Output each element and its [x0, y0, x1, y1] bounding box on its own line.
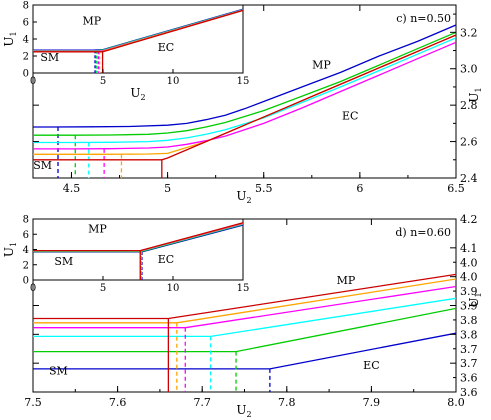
x-tick-label: 6.5	[447, 182, 465, 195]
inset-y-axis-label: U1	[2, 242, 18, 257]
y-tick-label: 3.0	[460, 63, 478, 76]
y-minor-tick-label: 3.6	[460, 372, 478, 385]
inset-x-axis-label: U2	[130, 86, 145, 102]
series-line	[33, 31, 456, 136]
inset-series-group	[33, 222, 243, 280]
plot-frame	[32, 4, 457, 179]
x-axis-label: U2	[236, 403, 251, 419]
inset-x-tick-label: 5	[100, 283, 106, 294]
inset-region-label: MP	[82, 15, 101, 28]
series-line	[33, 332, 456, 370]
inset-region-label: SM	[54, 255, 73, 268]
y-minor-tick-label: 3.9	[460, 285, 478, 298]
region-label: SM	[49, 365, 68, 378]
inset-series-group	[33, 8, 243, 73]
inset-region-label: SM	[40, 51, 59, 64]
inset-y-tick-label: 8	[23, 215, 29, 226]
inset-y-tick-label: 6	[23, 230, 29, 241]
panel-n050: 4.5 5 5.5 6 6.52.4 2.6 2.8 3.0 3.2 MP EC SM U2 U1 c) n…	[2, 1, 483, 206]
y-tick-label: 4.1	[460, 242, 478, 255]
inset-y-tick-label: 6	[23, 18, 29, 29]
x-tick-label: 4.5	[63, 182, 81, 195]
region-label: EC	[342, 110, 358, 123]
region-label: MP	[337, 274, 356, 287]
inset-x-tick-label: 15	[237, 76, 250, 87]
inset-y-axis-label: U1	[2, 31, 18, 46]
x-tick-label: 7.8	[278, 396, 296, 409]
region-label: MP	[312, 59, 331, 72]
y-tick-label: 4.2	[460, 213, 478, 226]
inset-y-tick-label: 4	[23, 245, 29, 256]
inset-x-tick-label: 5	[100, 76, 106, 87]
y-tick-label: 3.6	[460, 386, 478, 399]
y-tick-label: 4.0	[460, 271, 478, 284]
y-axis-label: U1	[467, 292, 483, 307]
series-line	[33, 307, 456, 353]
panel-label: c) n=0.50	[396, 12, 451, 25]
series-line	[33, 34, 456, 161]
series-line	[33, 37, 456, 144]
series-line	[33, 297, 456, 338]
series-line	[33, 41, 456, 150]
x-tick-label: 7.9	[363, 396, 381, 409]
x-tick-label: 5	[164, 182, 171, 195]
region-label: SM	[33, 159, 52, 172]
inset-frame	[32, 218, 244, 281]
y-tick-label: 2.6	[460, 136, 478, 149]
region-label: EC	[363, 359, 379, 372]
series-group	[33, 273, 456, 392]
y-minor-tick-label: 4.0	[460, 256, 478, 269]
y-tick-label: 2.4	[460, 172, 478, 185]
inset-series-line	[33, 222, 243, 252]
series-line	[33, 285, 456, 329]
y-tick-label: 3.8	[460, 328, 478, 341]
x-tick-label: 5.5	[255, 182, 273, 195]
panel-label: d) n=0.60	[395, 226, 451, 239]
x-tick-label: 7.6	[109, 396, 127, 409]
y-tick-label: 2.8	[460, 99, 478, 112]
inset-x-tick-label: 10	[167, 283, 180, 294]
inset-region-label: MP	[88, 223, 107, 236]
y-minor-tick-label: 3.8	[460, 314, 478, 327]
inset: 0 5 10 15 0 2 4 6 8 MP EC SM U2 U1	[2, 1, 249, 103]
inset-region-label: EC	[158, 253, 174, 266]
inset-y-tick-label: 0	[23, 69, 29, 80]
inset-y-tick-label: 0	[23, 276, 29, 287]
series-line	[33, 24, 456, 128]
x-tick-label: 7.5	[24, 396, 42, 409]
y-tick-label: 3.7	[460, 357, 478, 370]
inset-x-tick-label: 0	[30, 283, 36, 294]
inset-x-tick-label: 10	[167, 76, 180, 87]
inset-region-label: EC	[158, 41, 174, 54]
y-axis-label: U1	[467, 87, 483, 102]
series-group	[33, 24, 456, 178]
inset-y-tick-label: 8	[23, 1, 29, 12]
inset-y-tick-label: 4	[23, 35, 29, 46]
x-tick-label: 8.0	[447, 396, 465, 409]
y-tick-label: 3.9	[460, 300, 478, 313]
inset-y-tick-label: 2	[23, 52, 29, 63]
y-minor-tick-label: 3.7	[460, 343, 478, 356]
inset-x-tick-label: 15	[237, 283, 250, 294]
x-tick-label: 7.7	[193, 396, 211, 409]
x-tick-label: 6	[356, 182, 363, 195]
inset: 0 5 10 15 0 2 4 6 8 MP EC SM U1	[2, 215, 249, 295]
panel-n060: 7.5 7.6 7.7 7.8 7.9 8.03.63.73.83.94.04.14.23…	[2, 213, 483, 419]
inset-x-tick-label: 0	[30, 76, 36, 87]
y-tick-label: 3.2	[460, 26, 478, 39]
x-axis-label: U2	[236, 189, 251, 205]
inset-y-tick-label: 2	[23, 260, 29, 271]
